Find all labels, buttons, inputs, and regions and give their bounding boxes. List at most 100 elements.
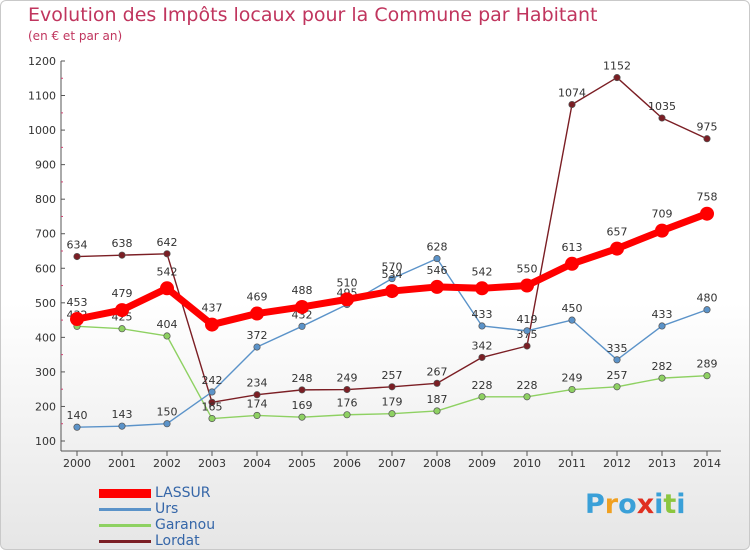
data-point-lassur	[655, 223, 669, 238]
data-label-garanou: 174	[247, 397, 268, 410]
data-label-lassur: 546	[427, 264, 448, 277]
y-tick-label: 800	[35, 193, 56, 206]
data-point-urs	[433, 255, 441, 263]
x-tick-label: 2007	[378, 457, 406, 470]
legend-item-urs: Urs	[99, 501, 215, 517]
logo-letter: x	[636, 489, 655, 520]
legend-label: LASSUR	[155, 485, 211, 501]
y-tick-label: 100	[35, 435, 56, 448]
data-point-urs	[388, 275, 396, 283]
data-label-garanou: 404	[157, 318, 178, 331]
data-point-garanou	[118, 325, 126, 333]
chart-title: Evolution des Impôts locaux pour la Comm…	[28, 4, 598, 26]
data-point-garanou	[703, 372, 711, 380]
data-label-garanou: 282	[652, 360, 673, 373]
data-point-lassur	[610, 241, 624, 256]
data-point-garanou	[568, 385, 576, 394]
data-label-urs: 433	[652, 308, 673, 321]
y-tick-label: 500	[35, 297, 56, 310]
data-label-lassur: 437	[202, 302, 223, 315]
data-label-lordat: 342	[472, 339, 493, 352]
data-label-lassur: 469	[247, 291, 268, 304]
data-point-lordat	[253, 391, 261, 399]
y-tick-label: 700	[35, 228, 56, 241]
y-tick-label: 400	[35, 331, 56, 344]
data-point-garanou	[343, 411, 351, 419]
data-point-lordat	[433, 379, 441, 387]
data-point-lordat	[523, 342, 531, 350]
data-label-garanou: 228	[517, 379, 538, 392]
data-point-garanou	[433, 407, 441, 415]
data-label-garanou: 165	[202, 401, 223, 414]
data-point-lassur	[475, 281, 489, 296]
legend-item-lordat: Lordat	[99, 533, 215, 549]
data-label-urs: 570	[382, 261, 403, 274]
logo-letter: P	[585, 489, 605, 520]
data-label-garanou: 289	[697, 358, 718, 371]
data-point-lordat	[478, 353, 486, 361]
x-tick-label: 2008	[423, 457, 451, 470]
data-point-lordat	[568, 100, 576, 109]
data-point-urs	[568, 316, 576, 324]
data-point-lassur	[430, 279, 444, 294]
data-point-lassur	[115, 303, 129, 318]
x-tick-label: 2001	[108, 457, 136, 470]
data-label-lordat: 638	[112, 237, 133, 250]
data-label-lassur: 534	[382, 268, 403, 281]
data-point-lassur	[250, 306, 264, 321]
data-point-lordat	[613, 74, 621, 82]
data-point-urs	[163, 420, 171, 428]
legend-swatch	[99, 507, 151, 511]
proxiti-logo: Proxiti	[585, 489, 686, 520]
logo-letter: r	[604, 489, 619, 520]
data-label-lordat: 642	[157, 236, 178, 249]
data-label-urs: 433	[472, 308, 493, 321]
data-point-garanou	[478, 393, 486, 401]
data-point-lassur	[160, 281, 174, 296]
data-label-garanou: 257	[607, 369, 628, 382]
data-label-lassur: 488	[292, 284, 313, 297]
data-label-garanou: 228	[472, 379, 493, 392]
x-tick-label: 2004	[243, 457, 271, 470]
data-point-lassur	[700, 206, 714, 221]
data-label-lassur: 510	[337, 276, 358, 289]
data-point-lassur	[70, 312, 84, 327]
chart-subtitle: (en € et par an)	[28, 29, 123, 43]
legend-item-garanou: Garanou	[99, 517, 215, 533]
data-point-garanou	[523, 393, 531, 401]
data-label-urs: 372	[247, 329, 268, 342]
data-point-urs	[73, 423, 81, 431]
legend-swatch	[99, 523, 151, 527]
data-label-urs: 335	[607, 342, 628, 355]
legend-swatch	[99, 539, 151, 543]
data-point-urs	[208, 388, 216, 396]
data-point-lordat	[703, 135, 711, 143]
data-point-garanou	[388, 410, 396, 418]
data-label-lassur: 709	[652, 208, 673, 221]
data-point-urs	[703, 306, 711, 314]
legend-label: Lordat	[155, 533, 200, 549]
data-point-garanou	[208, 414, 216, 423]
data-point-lordat	[298, 386, 306, 394]
data-point-urs	[613, 356, 621, 364]
data-label-lordat: 257	[382, 369, 403, 382]
data-point-lordat	[118, 251, 126, 259]
data-label-lordat: 1074	[558, 87, 586, 100]
x-tick-label: 2006	[333, 457, 361, 470]
data-point-lassur	[340, 292, 354, 307]
data-point-lordat	[208, 398, 216, 406]
data-point-lordat	[73, 252, 81, 261]
data-point-urs	[298, 322, 306, 330]
data-point-lordat	[343, 385, 351, 394]
data-point-urs	[658, 322, 666, 330]
x-tick-label: 2009	[468, 457, 496, 470]
logo-letter: i	[676, 489, 686, 520]
data-point-garanou	[298, 413, 306, 421]
data-label-garanou: 169	[292, 399, 313, 412]
x-tick-label: 2011	[558, 457, 586, 470]
data-point-lassur	[565, 256, 579, 271]
logo-letter: i	[654, 489, 664, 520]
data-point-lordat	[163, 250, 171, 258]
chart-legend: LASSUR Urs Garanou Lordat	[99, 485, 215, 549]
data-point-urs	[253, 343, 261, 351]
